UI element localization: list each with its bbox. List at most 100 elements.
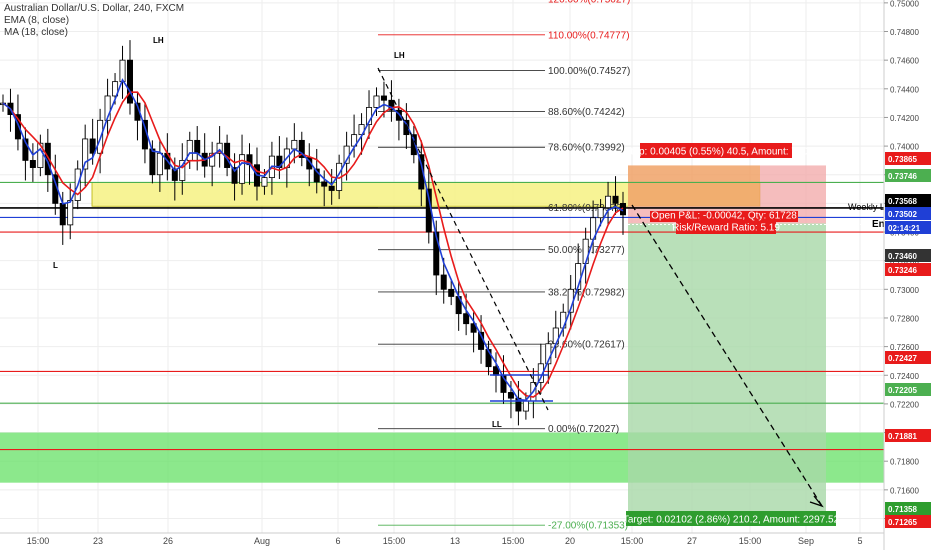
candle (261, 177, 268, 187)
x-axis-bg (0, 533, 884, 550)
overlap-zone (628, 165, 760, 207)
y-tick-label: 0.73000 (890, 286, 919, 295)
fib-label: 120.00%(0.75027) (548, 0, 630, 5)
price-badge-label: 0.73865 (888, 155, 917, 164)
candle (328, 185, 335, 191)
x-tick-label: 20 (565, 536, 575, 546)
x-tick-label: 23 (93, 536, 103, 546)
candle (82, 138, 89, 170)
candle (612, 195, 619, 204)
price-badge (885, 249, 931, 262)
y-tick-label: 0.74000 (890, 143, 919, 152)
stop-label-box (640, 143, 792, 158)
price-badge (885, 194, 931, 207)
price-badge (885, 502, 931, 515)
y-axis: 0.75000 0.74800 0.74600 0.74400 0.74200 0.740… (883, 0, 932, 550)
price-badge-label: 02:14:21 (888, 224, 921, 233)
price-badge (885, 207, 931, 220)
lh-label-1: LH (153, 36, 164, 45)
price-badge (885, 221, 931, 234)
price-badge-label: 0.73246 (888, 266, 917, 275)
candle (380, 95, 387, 101)
candle (112, 81, 119, 97)
candle (507, 392, 514, 399)
y-tick-label: 0.71600 (890, 486, 919, 495)
y-tick-label: 0.72600 (890, 343, 919, 352)
candle (119, 59, 126, 83)
candle (463, 313, 470, 325)
candle (239, 154, 246, 184)
y-tick-label: 0.72200 (890, 400, 919, 409)
y-tick-label: 0.74800 (890, 28, 919, 37)
candle (522, 400, 529, 412)
price-badge-label: 0.71265 (888, 518, 917, 527)
l-label: L (53, 261, 58, 270)
fib-label: 0.00%(0.72027) (548, 424, 619, 435)
y-tick-label: 0.75000 (890, 0, 919, 8)
x-tick-label: Aug (254, 536, 270, 546)
candle (582, 238, 589, 264)
fib-label: -27.00%(0.71353) (548, 521, 628, 532)
price-badge-label: 0.73502 (888, 210, 917, 219)
candle (448, 288, 455, 297)
candle (373, 95, 380, 108)
price-badge-label: 0.73460 (888, 252, 917, 261)
x-tick-label: 15:00 (27, 536, 50, 546)
y-tick-label: 0.74400 (890, 85, 919, 94)
x-tick-label: 13 (450, 536, 460, 546)
price-badge (885, 351, 931, 364)
price-badge-label: 0.72205 (888, 386, 917, 395)
candle (104, 95, 111, 121)
price-badge (885, 152, 931, 165)
price-badge (885, 383, 931, 396)
x-axis: 15:00 23 26 Aug 6 15:00 13 15:00 20 15:00 27 15:00 S… (0, 532, 884, 550)
stop-label: Stop: 0.00405 (0.55%) 40.5, Amount: 750 (624, 147, 808, 158)
x-tick-label: 15:00 (621, 536, 644, 546)
candle (14, 114, 21, 140)
candle (216, 142, 223, 154)
price-badge (885, 169, 931, 182)
x-tick-label: 15:00 (739, 536, 762, 546)
candle (59, 202, 66, 226)
target-label-box (626, 511, 836, 526)
ll-label: LL (492, 420, 502, 429)
ma-legend: MA (18, close) (4, 27, 68, 38)
candle (388, 99, 395, 111)
legend: Australian Dollar/U.S. Dollar, 240, FXCM… (4, 3, 184, 39)
ma-line (2, 91, 624, 398)
y-tick-label: 0.74200 (890, 114, 919, 123)
candle (231, 167, 238, 184)
symbol-label: Australian Dollar/U.S. Dollar, 240, FXCM (4, 3, 185, 14)
fib-label: 61.80%(0.73572) (548, 203, 625, 214)
price-badge-label: 0.72427 (888, 354, 917, 363)
fib-label: 88.60%(0.74242) (548, 107, 625, 118)
moving-averages (2, 78, 624, 402)
x-tick-label: 15:00 (502, 536, 525, 546)
pnl-label-box (650, 211, 798, 222)
price-badge-label: 0.71358 (888, 505, 917, 514)
fib-label: 23.60%(0.72617) (548, 340, 625, 351)
y-tick-label: 0.71800 (890, 458, 919, 467)
candle (22, 138, 29, 161)
x-tick-label: 6 (335, 536, 340, 546)
candle (29, 160, 36, 168)
candle (171, 168, 178, 181)
candle (440, 274, 447, 290)
candle (470, 323, 477, 333)
x-tick-label: 27 (687, 536, 697, 546)
candles (0, 40, 627, 426)
fib-label: 78.60%(0.73992) (548, 143, 625, 154)
price-badge-label: 0.73746 (888, 172, 917, 181)
pnl-label: Open P&L: -0.00042, Qty: 61728 (651, 211, 797, 222)
x-tick-label: Sep (798, 536, 814, 546)
price-badge-label: 0.73568 (888, 197, 917, 206)
candle (418, 154, 425, 190)
y-tick-label: 0.72800 (890, 314, 919, 323)
candle (321, 181, 328, 187)
weekly-level-label: Weekly Level (848, 202, 901, 212)
candle (209, 152, 216, 167)
fib-trend-line (377, 67, 549, 411)
fib-label: 38.20%(0.72982) (548, 287, 625, 298)
fib-label: 110.00%(0.74777) (548, 30, 630, 41)
